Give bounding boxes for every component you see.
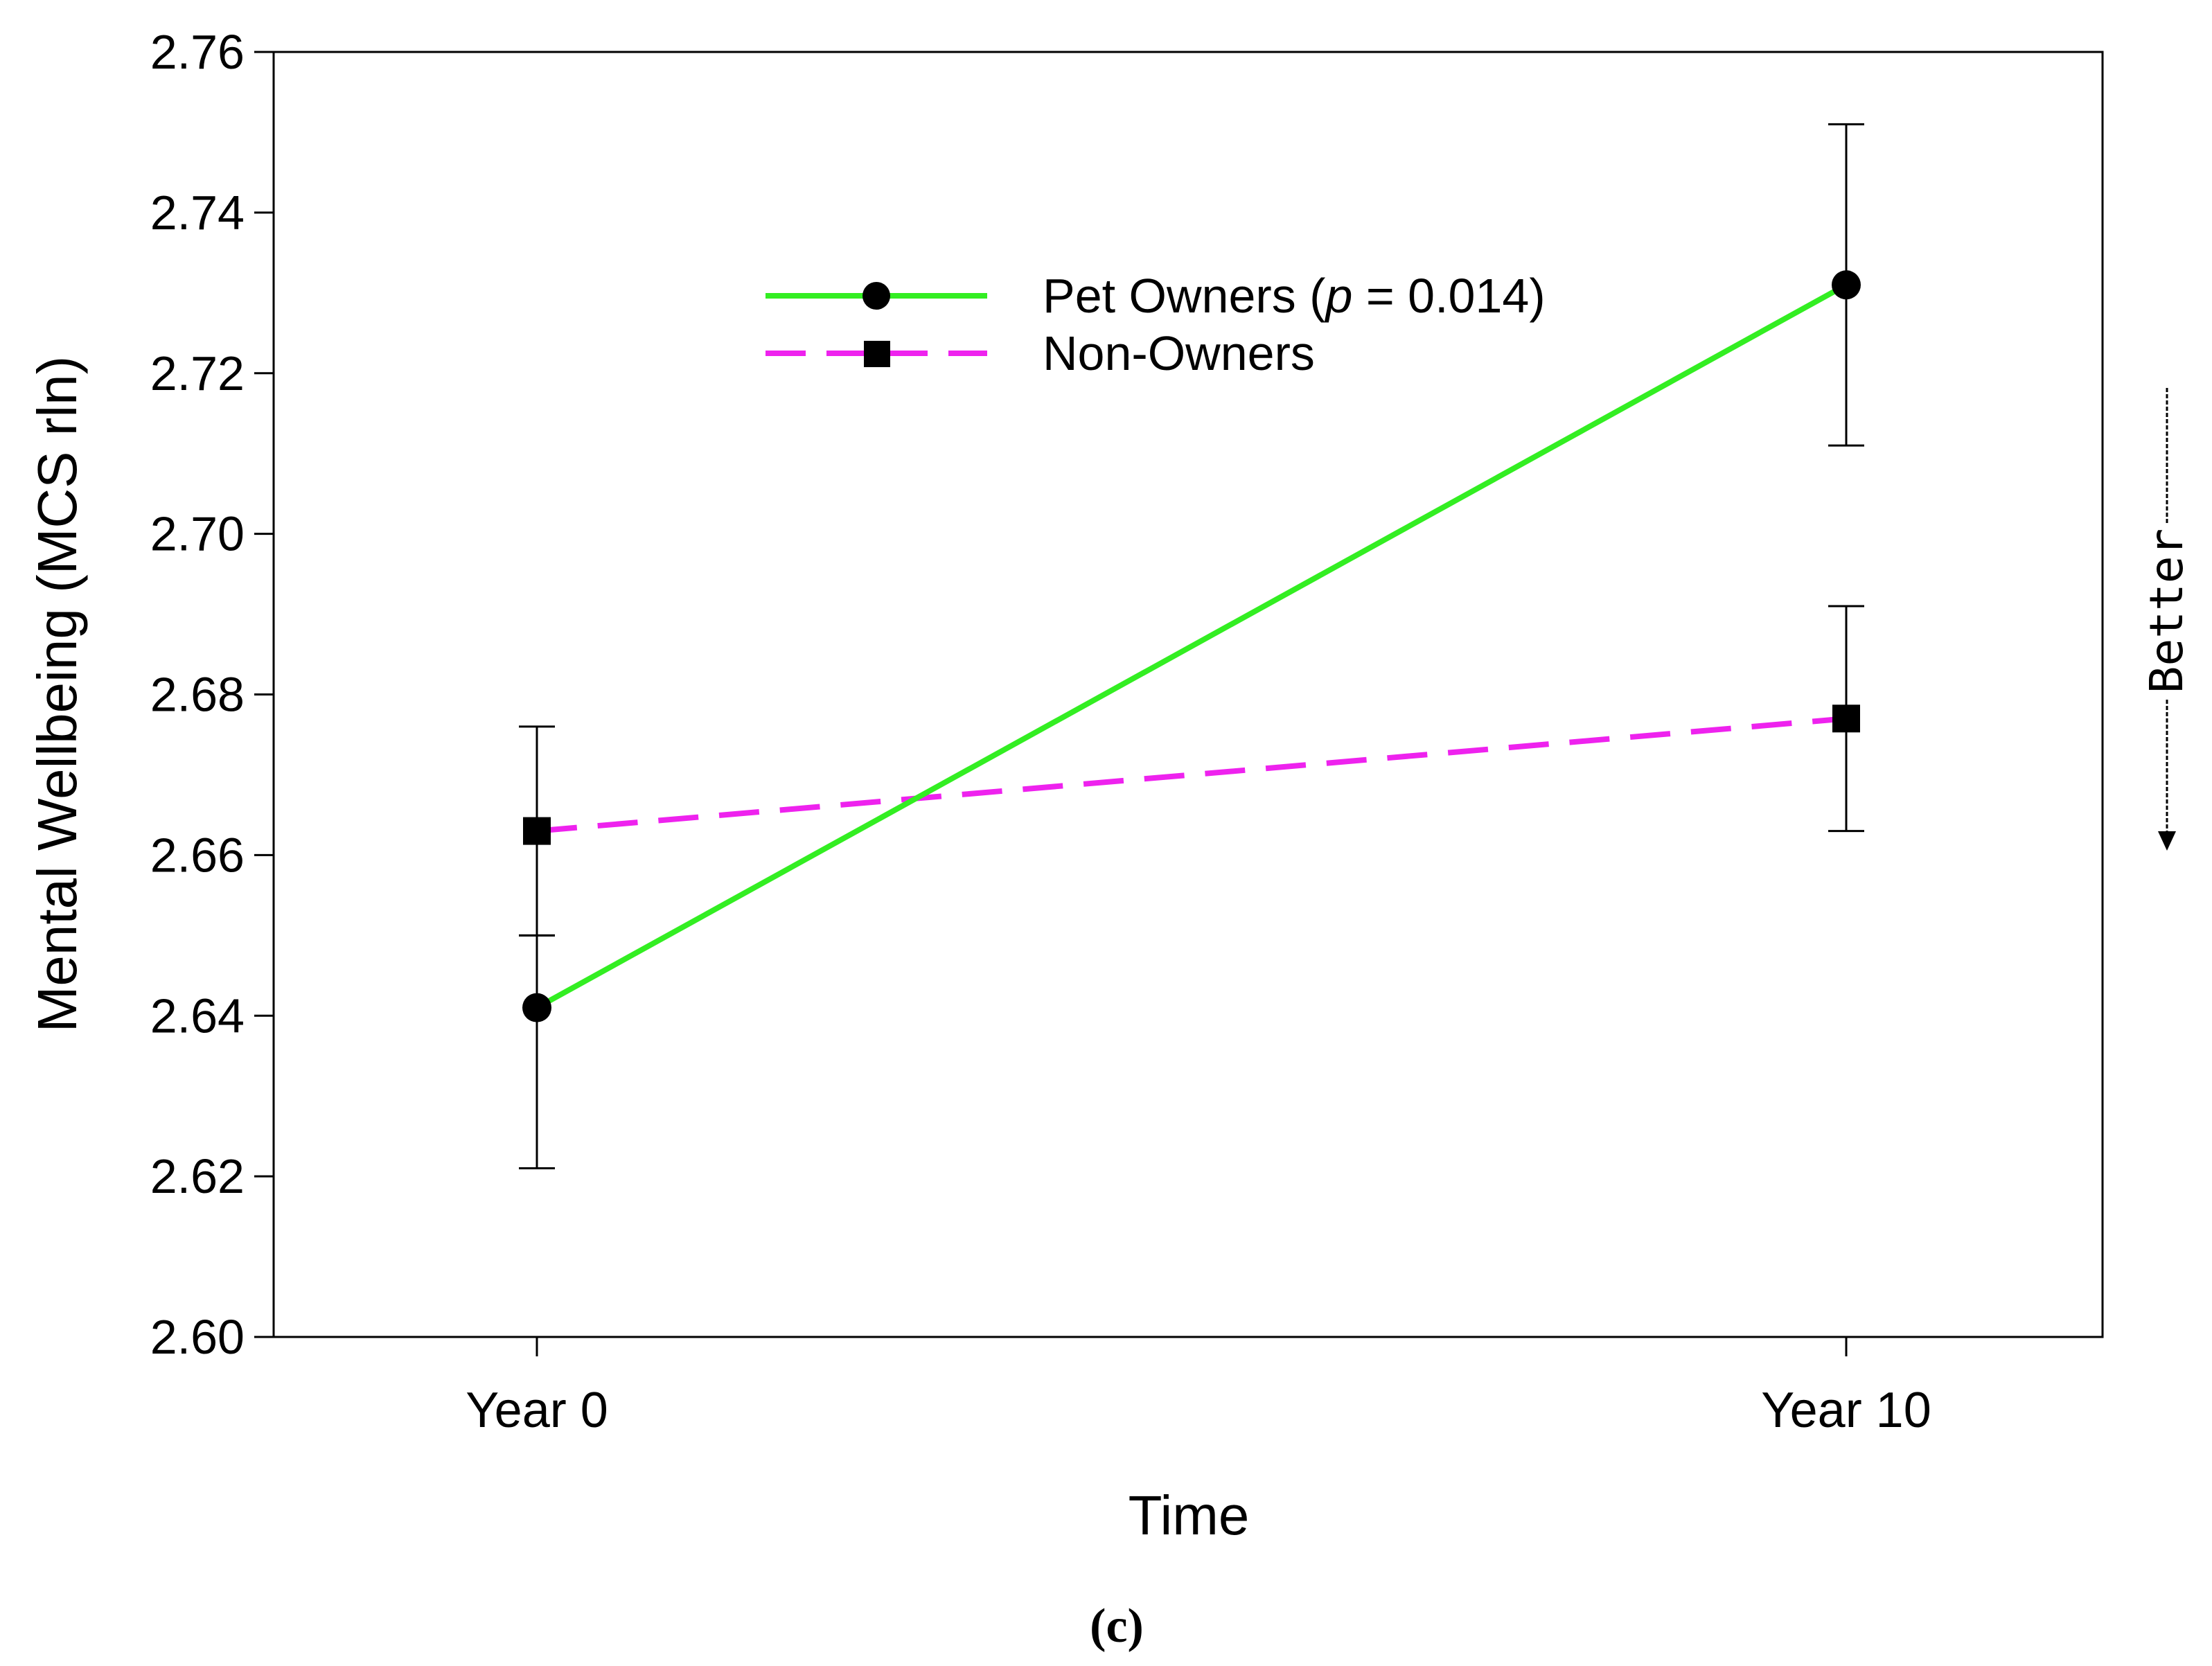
y-tick-label-3: 2.66 [150, 828, 245, 882]
y-tick-label-7: 2.74 [150, 186, 245, 240]
y-tick-label-6: 2.72 [150, 346, 245, 400]
y-tick-label-2: 2.64 [150, 989, 245, 1043]
data-point-non-owners-0 [523, 817, 551, 845]
legend-marker-non-owners [864, 341, 890, 367]
series-lines [536, 282, 1848, 1011]
data-point-non-owners-1 [1832, 704, 1860, 733]
y-tick-label-8: 2.76 [150, 25, 245, 79]
x-tick-label-0: Year 0 [466, 1383, 608, 1438]
better-label: Better [2140, 529, 2193, 693]
y-tick-label-0: 2.60 [150, 1310, 245, 1364]
y-tick-label-4: 2.68 [150, 668, 245, 722]
legend-p-symbol: p [1324, 269, 1352, 323]
series-markers [522, 270, 1861, 1022]
x-axis-title: Time [1129, 1485, 1250, 1546]
y-tick-label-1: 2.62 [150, 1149, 245, 1203]
x-axis-ticks: Year 0 Year 10 [466, 1337, 1931, 1438]
legend-label-non-owners: Non-Owners [1043, 326, 1315, 380]
series-line-non-owners [536, 716, 1847, 834]
y-tick-label-5: 2.70 [150, 507, 245, 561]
legend-label-pet-owners-prefix: Pet Owners ( [1043, 269, 1325, 323]
series-line-pet-owners [536, 282, 1848, 1011]
data-point-pet-owners-0 [522, 993, 551, 1022]
x-tick-label-1: Year 10 [1761, 1383, 1931, 1438]
better-arrow-head [2158, 831, 2176, 851]
legend: Pet Owners (p = 0.014) Non-Owners [766, 269, 1546, 380]
legend-marker-pet-owners [862, 282, 890, 310]
better-label-bg [2148, 523, 2186, 700]
y-axis-title: Mental Wellbeing (MCS rln) [26, 356, 88, 1033]
y-axis-ticks: 2.60 2.62 2.64 2.66 2.68 2.70 2.72 2.74 2.76 [150, 25, 274, 1364]
plot-frame [272, 51, 2104, 1338]
data-point-pet-owners-1 [1832, 270, 1861, 300]
legend-label-pet-owners: Pet Owners (p = 0.014) [1043, 269, 1546, 323]
legend-label-pet-owners-suffix: = 0.014) [1352, 269, 1545, 323]
panel-label: (c) [1090, 1599, 1144, 1653]
better-annotation: Better [2140, 388, 2193, 851]
